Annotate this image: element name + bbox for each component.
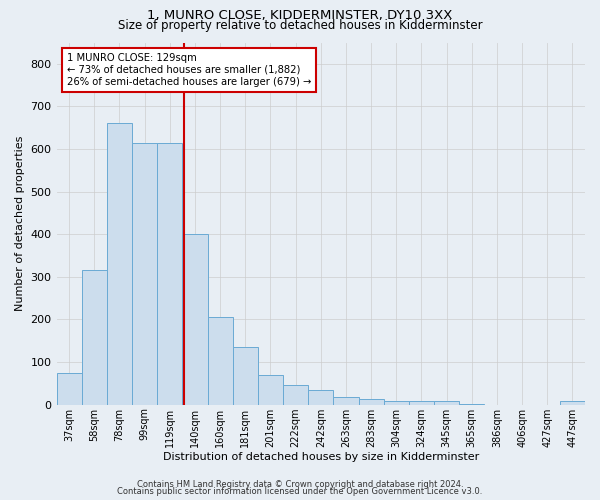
Bar [359, 399, 383, 404]
Bar [56, 372, 82, 404]
Y-axis label: Number of detached properties: Number of detached properties [15, 136, 25, 312]
Bar [157, 142, 182, 404]
Bar [560, 402, 585, 404]
Bar [409, 402, 434, 404]
Bar [283, 386, 308, 404]
Bar [308, 390, 334, 404]
Bar [258, 375, 283, 404]
Bar [182, 234, 208, 404]
Text: Contains HM Land Registry data © Crown copyright and database right 2024.: Contains HM Land Registry data © Crown c… [137, 480, 463, 489]
Text: 1, MUNRO CLOSE, KIDDERMINSTER, DY10 3XX: 1, MUNRO CLOSE, KIDDERMINSTER, DY10 3XX [148, 9, 452, 22]
Text: 1 MUNRO CLOSE: 129sqm
← 73% of detached houses are smaller (1,882)
26% of semi-d: 1 MUNRO CLOSE: 129sqm ← 73% of detached … [67, 54, 311, 86]
Bar [208, 318, 233, 404]
Bar [334, 397, 359, 404]
X-axis label: Distribution of detached houses by size in Kidderminster: Distribution of detached houses by size … [163, 452, 479, 462]
Bar [233, 347, 258, 405]
Bar [107, 124, 132, 404]
Text: Contains public sector information licensed under the Open Government Licence v3: Contains public sector information licen… [118, 487, 482, 496]
Bar [434, 402, 459, 404]
Bar [132, 142, 157, 404]
Bar [383, 402, 409, 404]
Text: Size of property relative to detached houses in Kidderminster: Size of property relative to detached ho… [118, 19, 482, 32]
Bar [82, 270, 107, 404]
